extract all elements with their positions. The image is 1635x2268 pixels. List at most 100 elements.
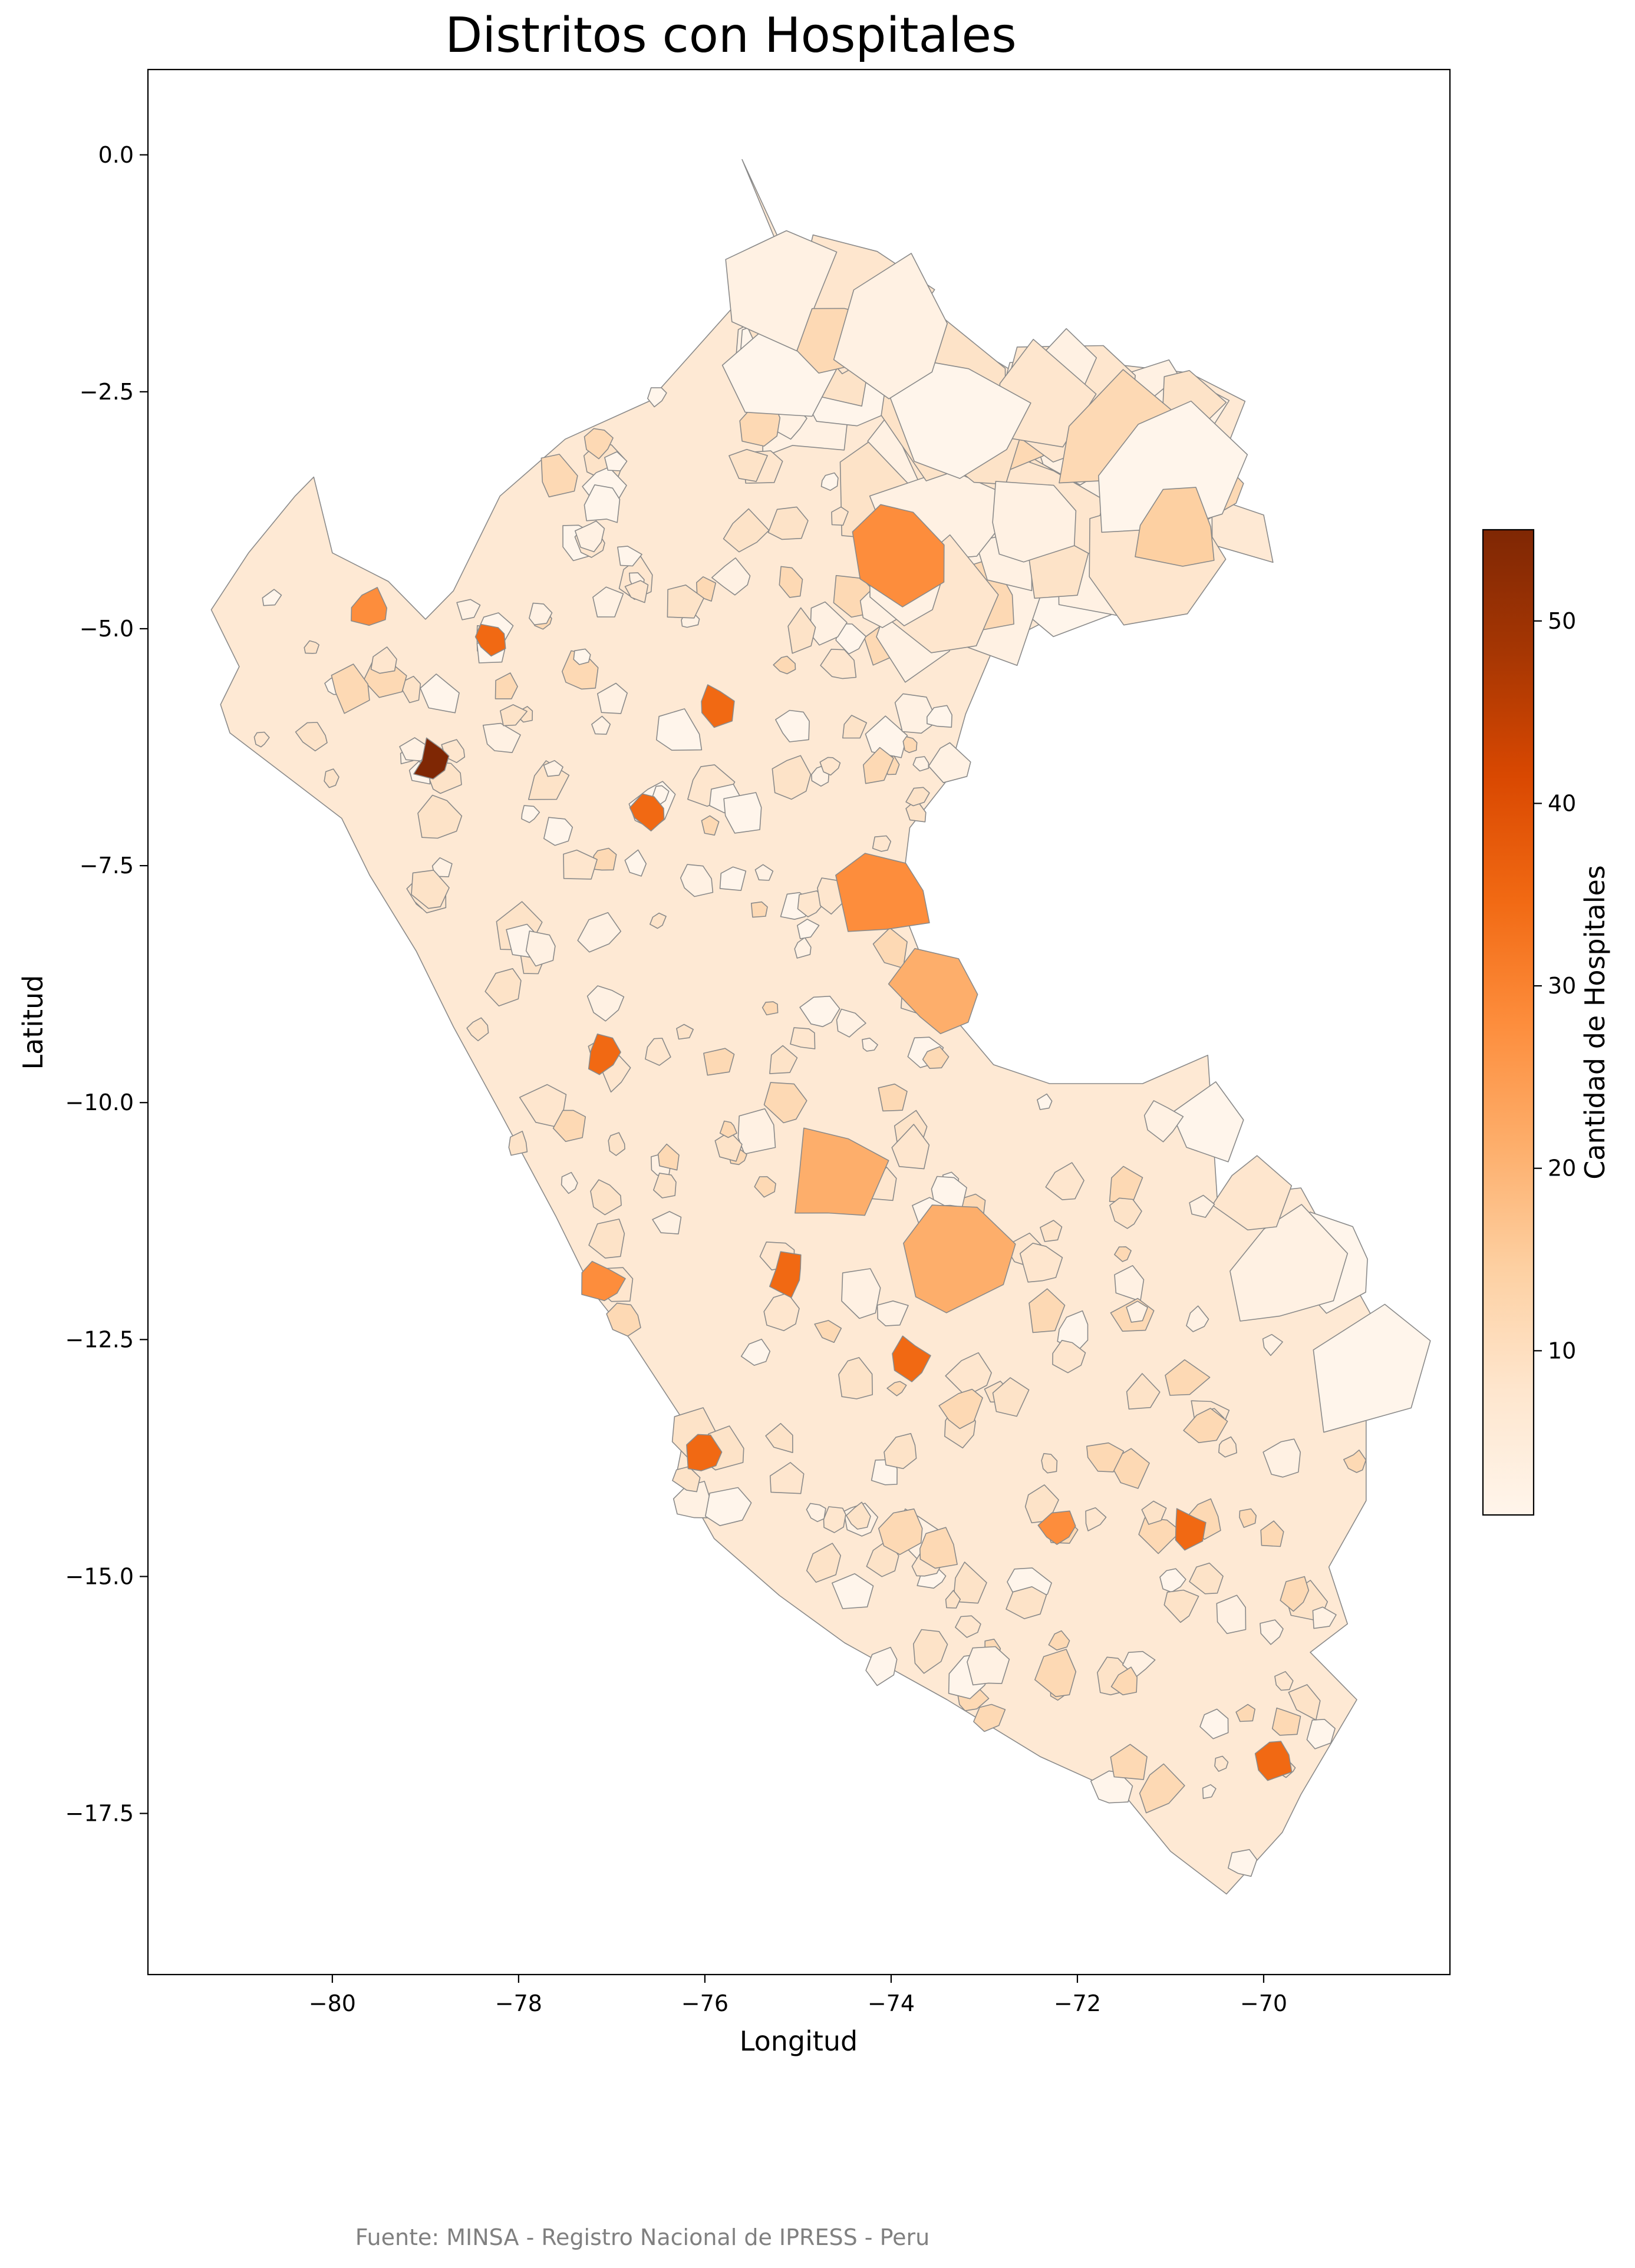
district-polygon	[1114, 1246, 1132, 1262]
district-polygon	[862, 1038, 878, 1052]
district-polygon	[1280, 1576, 1310, 1612]
x-tick-label: −72	[1054, 1990, 1101, 2016]
district-polygon	[563, 849, 598, 880]
district-polygon	[411, 870, 450, 909]
district-polygon	[324, 768, 339, 788]
district-polygon	[835, 623, 866, 655]
district-polygon	[482, 722, 521, 753]
district-polygon	[1189, 1194, 1215, 1218]
peru-district-map	[210, 159, 1431, 1895]
highlighted-district	[835, 853, 930, 932]
x-tick-label: −78	[495, 1990, 542, 2016]
y-tick-label: −17.5	[65, 1801, 134, 1827]
district-polygon	[719, 1120, 737, 1138]
district-polygon	[763, 1082, 807, 1124]
district-polygon	[561, 1171, 578, 1194]
district-polygon	[790, 1027, 816, 1049]
district-polygon	[913, 1629, 948, 1674]
district-polygon	[955, 1615, 981, 1638]
district-polygon	[806, 1503, 826, 1523]
district-polygon	[711, 557, 751, 596]
district-polygon	[919, 1527, 958, 1569]
highlighted-district	[1254, 1741, 1293, 1781]
district-polygon	[529, 602, 553, 626]
district-polygon	[645, 1038, 671, 1066]
district-polygon	[820, 649, 857, 679]
district-polygon	[842, 715, 868, 739]
colorbar-tick-label: 40	[1548, 790, 1576, 816]
district-polygon	[831, 506, 849, 526]
district-polygon	[331, 663, 370, 714]
highlighted-district	[474, 623, 506, 657]
district-polygon	[769, 1462, 805, 1494]
district-polygon	[1041, 1453, 1058, 1474]
district-polygon	[456, 599, 481, 620]
district-polygon	[495, 672, 518, 699]
district-polygon	[819, 757, 841, 776]
district-polygon	[596, 682, 628, 714]
highlighted-district	[769, 1251, 802, 1299]
district-polygon	[765, 1422, 793, 1453]
district-polygon	[543, 760, 563, 777]
district-polygon	[703, 1048, 735, 1076]
district-polygon	[1126, 1300, 1148, 1323]
district-polygon	[584, 484, 621, 523]
district-polygon	[1139, 1763, 1185, 1814]
district-polygon	[945, 1352, 992, 1397]
y-axis-label: Latitud	[17, 975, 49, 1069]
district-polygon	[1114, 1265, 1145, 1302]
district-polygon	[1045, 1162, 1084, 1200]
district-polygon	[1037, 1093, 1053, 1110]
district-polygon	[1260, 1520, 1284, 1547]
district-polygon	[696, 576, 716, 602]
district-polygon	[846, 1501, 871, 1530]
highlighted-district	[892, 1335, 931, 1382]
district-polygon	[1312, 1606, 1337, 1629]
district-polygon	[865, 1646, 898, 1686]
district-polygon	[1288, 1684, 1321, 1721]
district-polygon	[787, 607, 816, 654]
district-polygon	[508, 1131, 528, 1156]
highlighted-district	[588, 1034, 621, 1075]
district-polygon	[838, 1357, 873, 1399]
colorbar-ticks: 10 20 30 40 50	[1534, 608, 1576, 1364]
district-polygon	[617, 546, 642, 567]
district-polygon	[552, 1110, 586, 1142]
colorbar-tick-label: 10	[1548, 1338, 1576, 1364]
y-tick-label: −2.5	[80, 379, 134, 405]
district-polygon	[872, 835, 892, 852]
district-polygon	[1086, 1442, 1125, 1473]
district-polygon	[973, 1704, 1006, 1732]
district-polygon	[608, 1132, 625, 1156]
district-polygon	[295, 722, 328, 752]
district-polygon	[1183, 1408, 1228, 1444]
district-polygon	[1040, 1220, 1063, 1242]
district-polygon	[304, 640, 320, 654]
y-tick-label: −10.0	[65, 1090, 134, 1115]
district-polygon	[1165, 1359, 1211, 1396]
district-polygon	[886, 1381, 907, 1397]
district-polygon	[836, 1008, 866, 1038]
district-polygon	[1186, 1305, 1209, 1332]
district-polygon	[573, 648, 591, 665]
highlighted-district	[1037, 1510, 1076, 1545]
map-title: Distritos con Hospitales	[445, 8, 1016, 64]
district-polygon	[420, 674, 460, 714]
district-polygon	[1274, 1671, 1294, 1691]
district-polygon	[938, 1388, 983, 1430]
x-tick-label: −70	[1240, 1990, 1287, 2016]
x-axis-label: Longitud	[740, 2025, 858, 2057]
colorbar-tick-label: 30	[1548, 973, 1576, 999]
highlighted-district	[903, 1204, 1016, 1313]
district-polygon	[540, 454, 578, 498]
district-polygon	[814, 1320, 842, 1343]
highlighted-districts	[351, 487, 1293, 1781]
y-tick-label: 0.0	[98, 142, 134, 168]
highlighted-district	[1175, 1508, 1207, 1551]
district-polygon	[1143, 1100, 1184, 1143]
district-polygon	[591, 715, 611, 735]
district-polygon	[750, 901, 768, 918]
district-polygon	[905, 787, 930, 807]
district-polygon	[878, 1083, 908, 1112]
